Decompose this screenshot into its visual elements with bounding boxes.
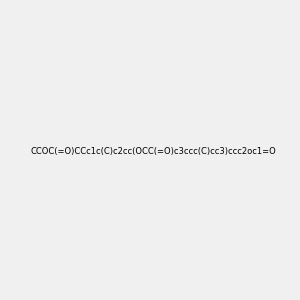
Text: CCOC(=O)CCc1c(C)c2cc(OCC(=O)c3ccc(C)cc3)ccc2oc1=O: CCOC(=O)CCc1c(C)c2cc(OCC(=O)c3ccc(C)cc3)…	[31, 147, 277, 156]
